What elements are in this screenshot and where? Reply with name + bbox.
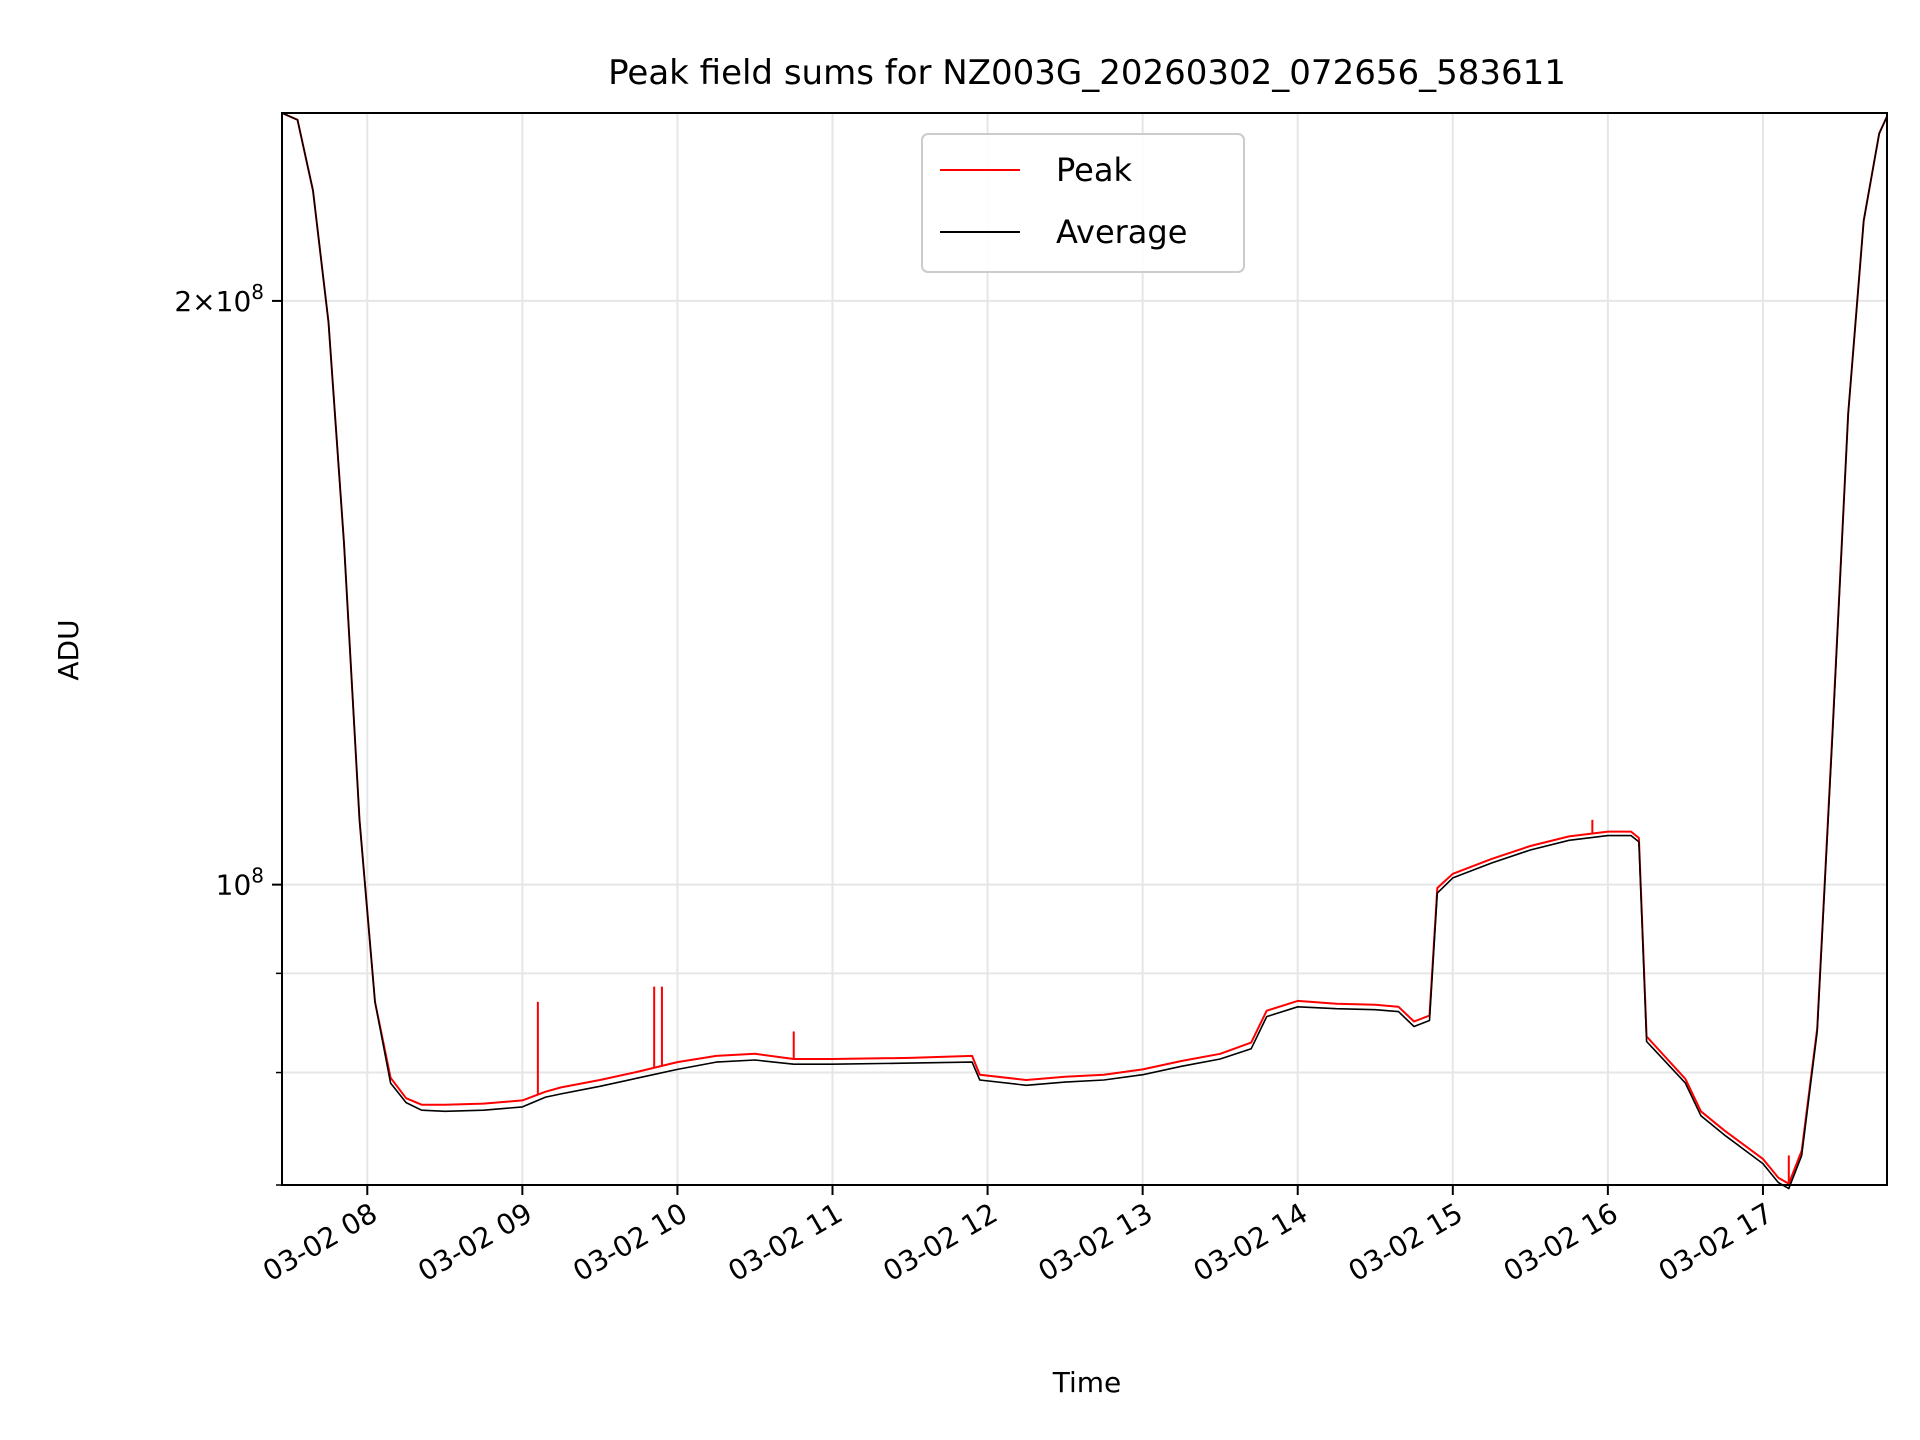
legend-box bbox=[921, 133, 1245, 273]
y-axis-label: ADU bbox=[52, 619, 85, 680]
axes bbox=[281, 112, 1888, 1186]
y-tick-label: 2×108 bbox=[174, 280, 264, 318]
grid-lines bbox=[282, 113, 1887, 1186]
legend-label: Peak bbox=[1056, 151, 1132, 189]
series-line-peak bbox=[281, 112, 1888, 1185]
legend-label: Average bbox=[1056, 213, 1187, 251]
y-tick-label: 108 bbox=[216, 864, 264, 902]
legend: Peak Average bbox=[921, 133, 1245, 273]
series-line-average bbox=[281, 112, 1888, 1190]
plot-frame bbox=[281, 112, 1888, 1186]
chart-title: Peak field sums for NZ003G_20260302_0726… bbox=[608, 53, 1566, 93]
x-axis-label: Time bbox=[1052, 1366, 1122, 1399]
series-lines bbox=[281, 112, 1888, 1190]
y-ticks: 108 2×108 bbox=[174, 280, 282, 1186]
